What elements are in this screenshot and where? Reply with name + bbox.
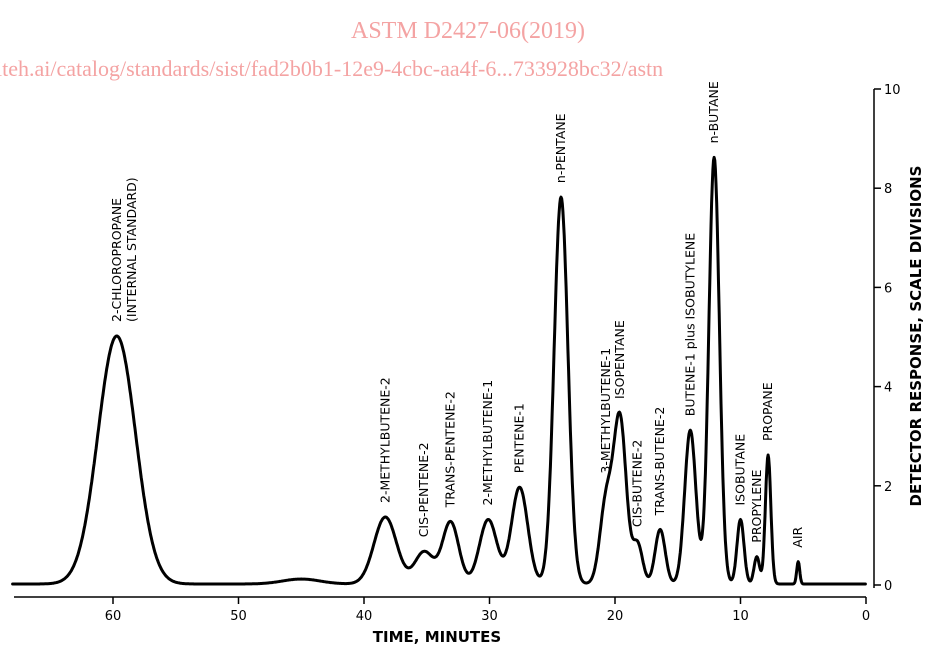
peak-label: 3-METHYLBUTENE-1 [598,348,613,474]
peak-labels: 2-CHLOROPROPANE (INTERNAL STANDARD) 2-METH… [109,81,805,548]
x-tick-label: 30 [481,609,498,624]
peak-label: TRANS-BUTENE-2 [652,407,667,517]
peak-label: PROPANE [760,382,775,441]
y-tick-label: 2 [884,480,892,495]
x-ticks: 60 50 40 30 20 10 0 [105,597,870,624]
x-tick-label: 20 [607,609,624,624]
y-ticks: 0 2 4 6 8 10 [874,83,901,594]
y-tick-label: 0 [884,579,892,594]
x-tick-label: 40 [356,609,373,624]
peak-label: TRANS-PENTENE-2 [443,391,458,508]
peak-label: CIS-PENTENE-2 [416,442,431,537]
peak-label: ISOPENTANE [612,320,627,399]
peak-label: PROPYLENE [749,470,764,543]
peak-label: n-PENTANE [553,113,568,183]
y-tick-label: 6 [884,281,892,296]
x-tick-label: 50 [230,609,247,624]
y-tick-label: 10 [884,83,901,98]
peak-label: ISOBUTANE [733,434,748,506]
y-tick-label: 8 [884,182,892,197]
y-tick-label: 4 [884,381,892,396]
watermark-url: iteh.ai/catalog/standards/sist/fad2b0b1-… [0,56,663,81]
watermark-title: ASTM D2427-06(2019) [351,18,585,44]
peak-label: n-BUTANE [706,81,721,143]
peak-label: CIS-BUTENE-2 [630,440,645,527]
peak-label: 2-METHYLBUTENE-2 [377,377,392,503]
peak-label: PENTENE-1 [512,403,527,473]
peak-label: 2-METHYLBUTENE-1 [480,380,495,506]
chromatogram-trace [11,155,867,586]
peak-label: AIR [790,526,805,547]
x-tick-label: 60 [105,609,122,624]
x-tick-label: 10 [732,609,749,624]
x-axis-title: TIME, MINUTES [373,628,501,646]
peak-label: BUTENE-1 plus ISOBUTYLENE [682,233,697,416]
peak-label: (INTERNAL STANDARD) [124,177,139,322]
y-axis-title: DETECTOR RESPONSE, SCALE DIVISIONS [907,166,925,507]
x-tick-label: 0 [862,609,870,624]
peak-label: 2-CHLOROPROPANE [109,198,124,322]
axes [14,89,875,598]
